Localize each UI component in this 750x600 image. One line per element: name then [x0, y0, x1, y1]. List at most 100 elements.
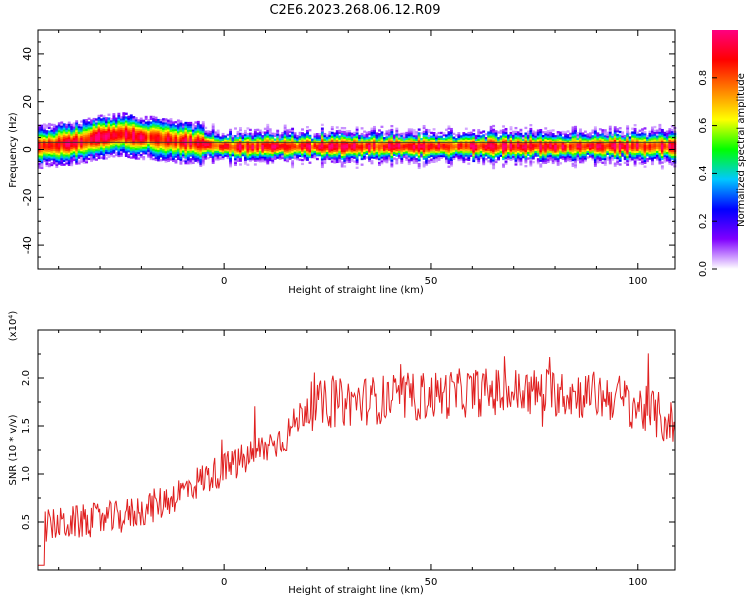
- heatmap-cell: [157, 157, 161, 160]
- heatmap-cell: [214, 137, 218, 140]
- heatmap-cell: [382, 133, 386, 136]
- heatmap-cell: [181, 132, 185, 136]
- heatmap-cell: [318, 134, 322, 138]
- heatmap-cell: [107, 144, 111, 147]
- heatmap-cell: [474, 146, 478, 149]
- heatmap-cell: [472, 150, 476, 153]
- heatmap-cell: [102, 119, 106, 122]
- heatmap-cell: [194, 138, 198, 141]
- heatmap-cell: [109, 121, 113, 125]
- heatmap-cell: [400, 134, 404, 138]
- heatmap-cell: [494, 147, 498, 150]
- heatmap-cell: [442, 149, 446, 152]
- heatmap-cell: [663, 135, 667, 138]
- heatmap-cell: [85, 130, 89, 133]
- heatmap-cell: [236, 150, 240, 153]
- heatmap-cell: [291, 135, 295, 138]
- heatmap-cell: [149, 155, 153, 159]
- heatmap-cell: [576, 158, 580, 162]
- heatmap-cell: [380, 152, 384, 155]
- heatmap-cell: [489, 154, 493, 157]
- heatmap-cell: [579, 160, 582, 164]
- heatmap-cell: [97, 116, 101, 120]
- heatmap-cell: [271, 144, 275, 147]
- heatmap-cell: [147, 149, 151, 152]
- heatmap-cell: [561, 130, 565, 134]
- heatmap-cell: [40, 153, 44, 156]
- heatmap-cell: [373, 125, 376, 129]
- heatmap-cell: [410, 139, 414, 143]
- heatmap-cell: [50, 152, 54, 155]
- heatmap-cell: [117, 120, 121, 123]
- heatmap-cell: [603, 129, 607, 132]
- heatmap-cell: [343, 142, 347, 145]
- heatmap-cell: [365, 152, 369, 155]
- heatmap-cell: [144, 127, 148, 130]
- heatmap-cell: [407, 158, 411, 162]
- heatmap-cell: [100, 156, 103, 159]
- heatmap-cell: [40, 166, 44, 170]
- heatmap-cell: [154, 145, 158, 148]
- heatmap-cell: [641, 134, 644, 137]
- heatmap-cell: [492, 138, 496, 141]
- heatmap-cell: [122, 148, 126, 151]
- heatmap-cell: [243, 131, 247, 135]
- heatmap-cell: [608, 156, 612, 159]
- heatmap-cell: [117, 118, 121, 121]
- heatmap-cell: [412, 146, 416, 149]
- heatmap-cell: [546, 149, 550, 152]
- heatmap-cell: [224, 139, 228, 142]
- heatmap-cell: [291, 160, 295, 163]
- heatmap-cell: [301, 135, 304, 139]
- heatmap-cell: [85, 143, 89, 147]
- heatmap-cell: [330, 160, 334, 163]
- heatmap-cell: [668, 151, 672, 154]
- heatmap-cell: [90, 159, 93, 162]
- heatmap-cell: [40, 161, 44, 164]
- heatmap-cell: [340, 132, 344, 135]
- heatmap-cell: [288, 130, 292, 134]
- heatmap-cell: [519, 134, 523, 137]
- heatmap-cell: [40, 164, 44, 168]
- heatmap-cell: [616, 149, 620, 152]
- heatmap-cell: [318, 154, 322, 157]
- heatmap-cell: [129, 137, 133, 140]
- heatmap-cell: [574, 160, 577, 163]
- heatmap-cell: [584, 142, 587, 145]
- heatmap-cell: [169, 139, 173, 142]
- heatmap-cell: [355, 158, 359, 162]
- heatmap-cell: [556, 155, 560, 159]
- heatmap-cell: [296, 157, 299, 161]
- heatmap-cell: [643, 161, 647, 164]
- heatmap-cell: [651, 137, 654, 141]
- heatmap-cell: [392, 151, 396, 155]
- heatmap-cell: [112, 137, 116, 141]
- heatmap-cell: [147, 141, 151, 145]
- heatmap-cell: [60, 161, 64, 164]
- heatmap-cell: [45, 164, 49, 167]
- heatmap-cell: [378, 157, 381, 161]
- heatmap-cell: [596, 147, 600, 150]
- heatmap-cell: [626, 155, 630, 159]
- heatmap-cell: [479, 144, 483, 148]
- heatmap-cell: [328, 157, 332, 161]
- heatmap-cell: [112, 139, 116, 143]
- heatmap-cell: [519, 144, 523, 147]
- heatmap-cell: [422, 136, 426, 139]
- heatmap-cell: [412, 150, 416, 153]
- heatmap-cell: [564, 138, 568, 142]
- heatmap-cell: [405, 147, 409, 150]
- heatmap-cell: [172, 152, 175, 155]
- heatmap-cell: [611, 147, 615, 150]
- heatmap-cell: [333, 138, 337, 141]
- heatmap-cell: [129, 152, 133, 155]
- heatmap-cell: [643, 157, 647, 161]
- heatmap-cell: [291, 162, 295, 165]
- heatmap-cell: [626, 161, 630, 164]
- heatmap-cell: [132, 156, 136, 159]
- heatmap-cell: [616, 135, 620, 139]
- heatmap-cell: [95, 143, 98, 146]
- heatmap-cell: [427, 153, 431, 157]
- heatmap-cell: [186, 135, 190, 138]
- heatmap-cell: [154, 139, 158, 142]
